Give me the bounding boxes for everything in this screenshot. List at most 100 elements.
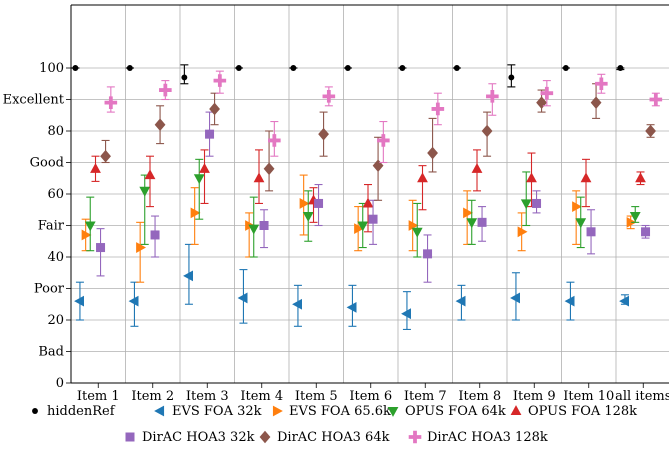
- legend-marker: [387, 406, 399, 417]
- data-point: [322, 90, 336, 103]
- data-point: [431, 102, 445, 116]
- data-point: [427, 146, 438, 160]
- y-tick-label: 100: [39, 61, 64, 76]
- data-point: [586, 227, 596, 237]
- data-point: [520, 199, 532, 210]
- data-point: [649, 93, 663, 106]
- legend-item: DirAC HOA3 32k: [125, 430, 255, 445]
- data-point: [193, 174, 205, 185]
- data-point: [564, 295, 575, 307]
- data-point: [213, 74, 227, 87]
- legend-item: DirAC HOA3 128k: [408, 430, 548, 445]
- data-point: [619, 295, 629, 307]
- legend-label: OPUS FOA 128k: [528, 404, 637, 419]
- data-point: [181, 74, 188, 81]
- data-point: [645, 124, 656, 138]
- data-point: [580, 172, 592, 183]
- y-tick-label: Poor: [34, 282, 65, 297]
- data-point: [362, 197, 374, 208]
- data-point: [126, 65, 133, 71]
- legend-label: EVS FOA 32k: [172, 404, 262, 419]
- data-point: [235, 65, 242, 71]
- data-point: [517, 226, 528, 238]
- data-point: [136, 242, 147, 253]
- legend-item: OPUS FOA 128k: [510, 404, 637, 419]
- data-point: [540, 86, 554, 100]
- data-point: [292, 298, 302, 310]
- data-point: [401, 308, 411, 320]
- data-point: [408, 220, 419, 231]
- series-dirac-hoa3-32k: [96, 111, 651, 283]
- legend-label: DirAC HOA3 32k: [142, 430, 255, 445]
- data-point: [562, 65, 569, 71]
- x-tick-label: Item 7: [404, 389, 447, 404]
- y-tick-label: Excellent: [3, 93, 65, 108]
- legend-marker: [259, 430, 271, 444]
- data-point: [248, 224, 260, 235]
- data-point: [299, 198, 310, 209]
- data-point: [237, 292, 248, 304]
- y-tick-label: Bad: [38, 345, 64, 360]
- data-point: [290, 65, 297, 71]
- data-point: [259, 221, 269, 230]
- legend-label: DirAC HOA3 128k: [427, 430, 548, 445]
- x-tick-label: Item 8: [458, 389, 501, 404]
- data-point: [595, 77, 608, 91]
- legend-label: hiddenRef: [47, 404, 116, 419]
- data-point: [641, 227, 651, 237]
- data-point: [411, 227, 423, 238]
- data-point: [481, 124, 493, 138]
- y-tick-label: 40: [47, 250, 64, 265]
- y-tick-label: 20: [47, 313, 64, 328]
- data-point: [532, 198, 542, 208]
- series-opus-foa-128k: [90, 149, 646, 233]
- series-dirac-hoa3-64k: [100, 83, 656, 201]
- data-point: [399, 65, 406, 71]
- data-point: [635, 172, 646, 183]
- legend-item: EVS FOA 32k: [154, 404, 262, 419]
- series-hiddenref: [71, 64, 625, 88]
- data-point: [368, 214, 378, 224]
- data-point: [510, 292, 520, 304]
- data-point: [466, 218, 478, 229]
- data-point: [417, 172, 428, 183]
- series-evs-foa-32k: [74, 243, 629, 331]
- data-point: [508, 74, 515, 81]
- data-point: [96, 243, 106, 253]
- y-tick-label: 0: [56, 376, 64, 391]
- data-point: [183, 270, 193, 282]
- legend-marker: [408, 430, 422, 444]
- data-point: [302, 212, 314, 222]
- grid-layer: [71, 5, 669, 384]
- data-point: [590, 96, 602, 109]
- legend-marker: [32, 408, 38, 414]
- data-point: [344, 65, 351, 71]
- data-point: [423, 249, 433, 259]
- legend-item: OPUS FOA 64k: [387, 404, 506, 419]
- y-tick-label: 80: [47, 124, 64, 139]
- data-point: [100, 149, 111, 163]
- legend-item: EVS FOA 65.6k: [272, 404, 391, 419]
- data-point: [205, 129, 215, 139]
- data-point: [104, 96, 118, 109]
- data-point: [190, 207, 201, 219]
- x-tick-label: Item 10: [563, 389, 614, 404]
- x-tick-label: Item 1: [77, 389, 120, 404]
- data-point: [526, 172, 537, 183]
- data-point: [84, 221, 96, 232]
- data-point: [471, 162, 483, 173]
- data-point: [346, 302, 357, 313]
- data-point: [81, 229, 92, 241]
- data-point: [154, 118, 166, 131]
- series-evs-foa-65-6k: [81, 174, 637, 283]
- data-point: [629, 212, 641, 222]
- x-tick-label: all items: [615, 389, 669, 404]
- x-tick-label: Item 9: [513, 389, 556, 404]
- x-tick-label: Item 3: [186, 389, 229, 404]
- data-point: [159, 83, 172, 97]
- legend-item: hiddenRef: [32, 404, 116, 419]
- legend-label: OPUS FOA 64k: [405, 404, 506, 419]
- data-point: [199, 162, 210, 173]
- data-point: [617, 65, 624, 71]
- data-point: [263, 162, 275, 176]
